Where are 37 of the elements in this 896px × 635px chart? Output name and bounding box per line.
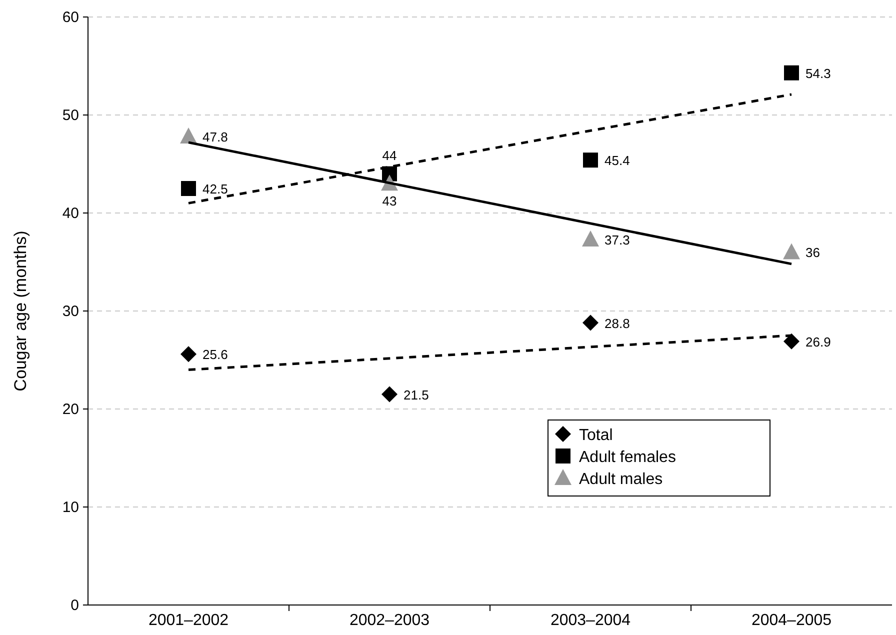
- point: [783, 243, 800, 260]
- x-tick-label: 2001–2002: [148, 612, 229, 629]
- y-axis-title: Cougar age (months): [11, 230, 30, 392]
- legend-label: Adult females: [579, 449, 676, 466]
- data-label: 26.9: [806, 334, 831, 350]
- y-tick-label: 0: [70, 597, 79, 614]
- x-tick-label: 2004–2005: [751, 612, 832, 629]
- point: [382, 386, 398, 402]
- point: [784, 333, 800, 350]
- data-label: 45.4: [604, 153, 630, 168]
- y-tick-label: 50: [62, 107, 79, 124]
- x-tick-label: 2003–2004: [550, 612, 631, 629]
- point: [583, 152, 598, 168]
- point: [582, 314, 598, 331]
- point: [582, 230, 599, 246]
- point: [784, 65, 799, 80]
- point: [180, 346, 196, 362]
- x-tick-label: 2002–2003: [349, 612, 430, 629]
- y-tick-label: 30: [62, 303, 79, 320]
- y-tick-label: 10: [62, 499, 79, 516]
- point: [180, 128, 197, 144]
- data-label: 54.3: [806, 66, 831, 81]
- data-label: 28.8: [604, 316, 630, 331]
- data-label: 37.3: [604, 232, 630, 248]
- legend-label: Total: [579, 427, 613, 444]
- data-label: 25.6: [202, 347, 228, 362]
- data-label: 47.8: [202, 130, 228, 145]
- point: [181, 181, 196, 196]
- data-label: 21.5: [404, 387, 429, 402]
- y-tick-label: 60: [62, 9, 79, 26]
- data-label: 43: [382, 194, 397, 209]
- y-tick-label: 20: [62, 401, 79, 418]
- y-tick-label: 40: [62, 205, 79, 222]
- data-label: 36: [806, 245, 820, 260]
- data-label: 44: [382, 148, 397, 163]
- data-label: 42.5: [202, 182, 228, 196]
- legend-label: Adult males: [579, 471, 663, 488]
